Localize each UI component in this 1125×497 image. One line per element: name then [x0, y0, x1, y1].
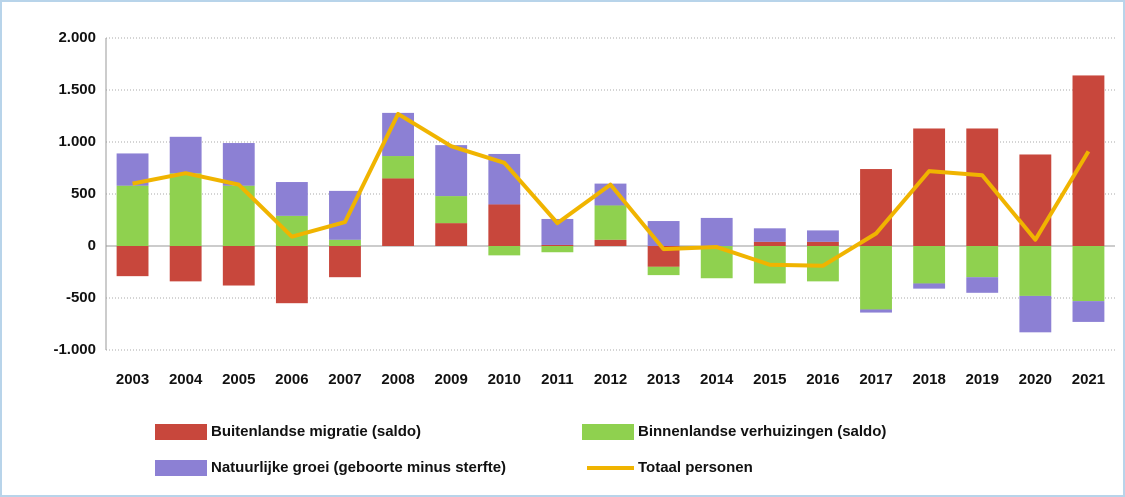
bar: [700, 217, 733, 246]
bar: [275, 246, 308, 304]
legend-label: Totaal personen: [638, 459, 753, 476]
bar: [913, 246, 946, 284]
x-tick-label: 2007: [328, 371, 361, 388]
bar: [1072, 75, 1105, 246]
bar: [435, 196, 468, 224]
bar: [435, 145, 468, 197]
x-tick-label: 2011: [541, 371, 574, 388]
y-tick-label: -500: [66, 289, 96, 306]
bar: [222, 246, 255, 286]
y-tick-label: 1.000: [58, 133, 96, 150]
bar: [913, 128, 946, 246]
legend-swatch: [155, 424, 207, 440]
x-tick-label: 2018: [912, 371, 945, 388]
x-tick-label: 2008: [381, 371, 414, 388]
bar: [966, 277, 999, 293]
line: [132, 111, 1091, 268]
bar: [594, 205, 627, 240]
bar: [647, 266, 680, 276]
bar: [913, 283, 946, 289]
bar: [1019, 154, 1052, 246]
x-tick-label: 2005: [222, 371, 255, 388]
bar: [275, 215, 308, 246]
bar: [169, 136, 202, 174]
bar: [1019, 246, 1052, 296]
bar: [329, 246, 361, 278]
x-tick-label: 2015: [753, 371, 786, 388]
bar: [541, 244, 574, 246]
y-tick-label: 1.500: [58, 81, 96, 98]
bar: [329, 239, 361, 246]
bar: [966, 246, 999, 278]
x-tick-label: 2019: [966, 371, 999, 388]
x-tick-label: 2013: [647, 371, 680, 388]
bar: [541, 246, 574, 253]
bar: [594, 239, 627, 246]
bar: [753, 241, 786, 246]
legend-label: Natuurlijke groei (geboorte minus sterft…: [211, 459, 506, 476]
bar: [169, 173, 202, 246]
x-tick-label: 2006: [275, 371, 308, 388]
x-tick-label: 2016: [806, 371, 839, 388]
bar: [860, 246, 892, 310]
bar: [647, 246, 680, 267]
x-tick-label: 2014: [700, 371, 734, 388]
bar: [860, 309, 892, 313]
x-tick-label: 2009: [434, 371, 467, 388]
bar: [382, 156, 415, 179]
x-tick-label: 2010: [488, 371, 521, 388]
x-tick-label: 2003: [116, 371, 149, 388]
y-tick-label: -1.000: [53, 341, 96, 358]
x-tick-label: 2017: [859, 371, 892, 388]
y-tick-label: 0: [88, 237, 96, 254]
legend-swatch: [155, 460, 207, 476]
bar: [222, 143, 255, 186]
bar: [806, 230, 839, 242]
bar: [753, 228, 786, 242]
bar: [116, 246, 149, 277]
bar: [1072, 246, 1105, 302]
bar: [275, 182, 308, 216]
legend-swatch: [582, 424, 634, 440]
x-tick-label: 2021: [1072, 371, 1105, 388]
legend-label: Binnenlandse verhuizingen (saldo): [638, 423, 886, 440]
bar: [488, 246, 521, 256]
legend-label: Buitenlandse migratie (saldo): [211, 423, 421, 440]
bar: [169, 246, 202, 282]
x-tick-label: 2004: [169, 371, 203, 388]
x-tick-label: 2012: [594, 371, 627, 388]
bar: [806, 241, 839, 246]
bar: [488, 204, 521, 246]
bar: [116, 185, 149, 246]
bar: [1019, 295, 1052, 333]
x-tick-label: 2020: [1019, 371, 1052, 388]
bar: [1072, 301, 1105, 322]
y-tick-label: 2.000: [58, 29, 96, 46]
bar: [382, 178, 415, 246]
bar: [435, 223, 468, 246]
y-tick-label: 500: [71, 185, 96, 202]
